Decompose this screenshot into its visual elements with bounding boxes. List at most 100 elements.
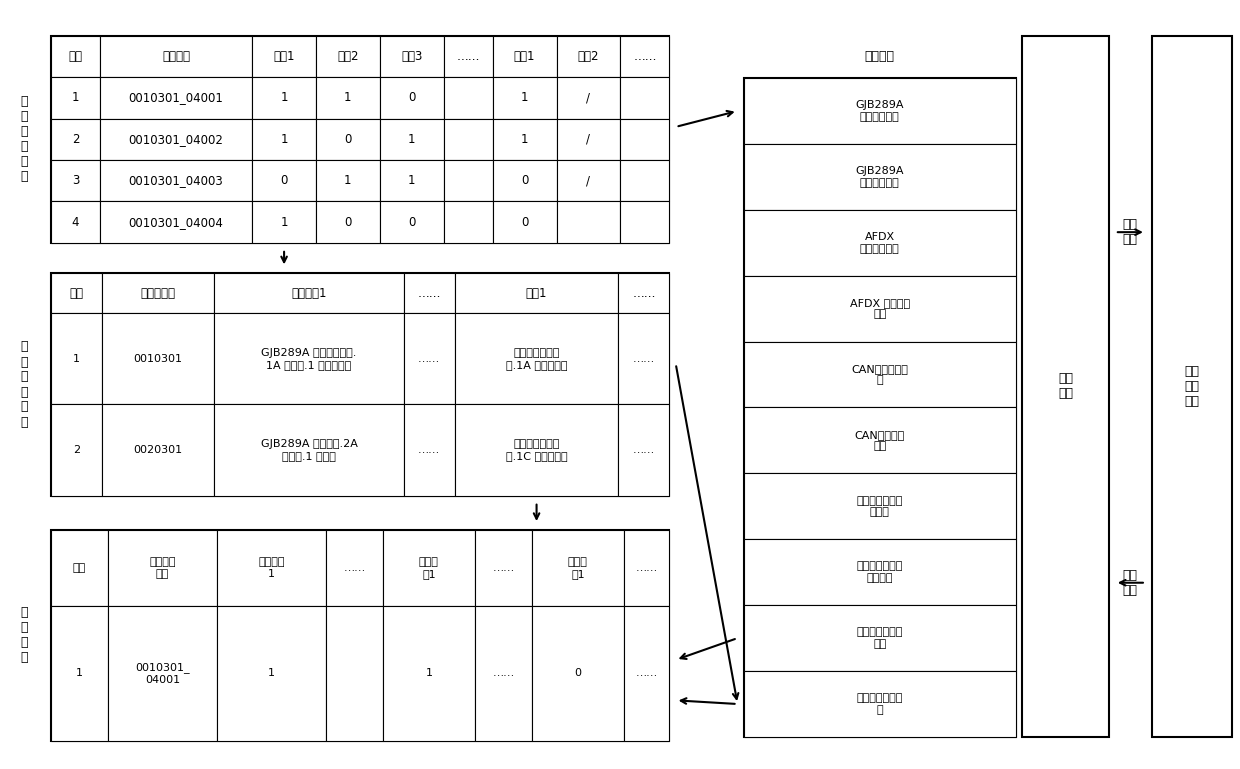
Text: 测试输入
1: 测试输入 1	[258, 558, 285, 579]
Bar	[379, 201, 444, 243]
Bar	[1152, 36, 1233, 737]
Text: ……: ……	[634, 50, 657, 63]
Text: 序号: 序号	[69, 287, 83, 300]
Text: 1: 1	[280, 133, 288, 146]
Text: 4: 4	[72, 215, 79, 228]
Text: /: /	[587, 133, 590, 146]
Bar	[51, 274, 670, 495]
Bar	[557, 77, 620, 118]
Text: 测
试
数
据
文
件: 测 试 数 据 文 件	[20, 95, 27, 183]
Bar	[744, 671, 1016, 737]
Text: 0: 0	[280, 175, 288, 187]
Text: 1: 1	[425, 668, 433, 678]
Text: 0: 0	[345, 215, 352, 228]
Bar	[51, 160, 100, 201]
Bar	[316, 77, 379, 118]
Text: 1: 1	[76, 668, 83, 678]
Bar	[455, 404, 619, 495]
Text: 用例编号: 用例编号	[162, 50, 190, 63]
Bar	[532, 530, 624, 606]
Bar	[316, 160, 379, 201]
Text: 1: 1	[521, 133, 528, 146]
Bar	[557, 201, 620, 243]
Bar	[252, 160, 316, 201]
Bar	[102, 274, 215, 314]
Text: 事件数据发送数
据变量: 事件数据发送数 据变量	[857, 495, 903, 517]
Bar	[379, 160, 444, 201]
Text: ……: ……	[632, 287, 656, 300]
Text: AFDX 总线接收
变量: AFDX 总线接收 变量	[849, 298, 910, 319]
Text: 输出1: 输出1	[513, 50, 536, 63]
Text: 0: 0	[408, 92, 415, 105]
Text: 1: 1	[408, 133, 415, 146]
Text: CAN总线接收
变量: CAN总线接收 变量	[854, 430, 905, 451]
Bar	[444, 160, 492, 201]
Bar	[619, 314, 670, 404]
Text: 1: 1	[345, 175, 352, 187]
Text: 输入
数据: 输入 数据	[1123, 218, 1138, 246]
Text: 输入3: 输入3	[401, 50, 423, 63]
Bar	[619, 404, 670, 495]
Bar	[51, 274, 102, 314]
Bar	[252, 36, 316, 77]
Bar	[624, 606, 670, 741]
Text: 输出
数据: 输出 数据	[1123, 569, 1138, 597]
Text: 0010301_
04001: 0010301_ 04001	[135, 662, 190, 684]
Bar	[404, 314, 455, 404]
Bar	[215, 404, 404, 495]
Text: /: /	[587, 175, 590, 187]
Bar	[557, 160, 620, 201]
Bar	[620, 160, 670, 201]
Text: 控制输出接收变
量.1A 泵工作指令: 控制输出接收变 量.1A 泵工作指令	[506, 348, 568, 370]
Bar	[51, 118, 100, 160]
Bar	[252, 77, 316, 118]
Bar	[316, 118, 379, 160]
Text: 测试用例
编号: 测试用例 编号	[149, 558, 176, 579]
Text: 输出2: 输出2	[578, 50, 599, 63]
Text: 控制输出接收变
量.1C 泵工作指令: 控制输出接收变 量.1C 泵工作指令	[506, 439, 568, 461]
Text: 实际输
出1: 实际输 出1	[568, 558, 588, 579]
Text: 0010301: 0010301	[134, 354, 182, 364]
Bar	[444, 77, 492, 118]
Text: 0: 0	[521, 215, 528, 228]
Text: GJB289A
总线接收变量: GJB289A 总线接收变量	[856, 166, 904, 188]
Bar	[492, 201, 557, 243]
Bar	[326, 606, 383, 741]
Text: ……: ……	[418, 445, 440, 455]
Bar	[379, 36, 444, 77]
Bar	[624, 530, 670, 606]
Bar	[51, 36, 100, 77]
Text: 1: 1	[280, 92, 288, 105]
Bar	[383, 530, 475, 606]
Bar	[620, 118, 670, 160]
Bar	[455, 314, 619, 404]
Bar	[379, 118, 444, 160]
Bar	[326, 530, 383, 606]
Bar	[444, 201, 492, 243]
Text: ……: ……	[492, 668, 515, 678]
Bar	[744, 605, 1016, 671]
Bar	[252, 118, 316, 160]
Text: GJB289A 总线发送.2A
数据包.1 号低压: GJB289A 总线发送.2A 数据包.1 号低压	[260, 439, 357, 461]
Bar	[51, 314, 102, 404]
Bar	[744, 276, 1016, 341]
Bar	[492, 118, 557, 160]
Bar	[744, 408, 1016, 474]
Text: ……: ……	[632, 445, 655, 455]
Text: 0010301_04003: 0010301_04003	[129, 175, 223, 187]
Text: 输入数据1: 输入数据1	[291, 287, 327, 300]
Text: 0020301: 0020301	[134, 445, 182, 455]
Bar	[217, 606, 326, 741]
Bar	[100, 118, 252, 160]
Bar	[102, 404, 215, 495]
Text: GJB289A 总线发送变量.
1A 数据包.1 号壳体超温: GJB289A 总线发送变量. 1A 数据包.1 号壳体超温	[262, 348, 357, 370]
Text: ……: ……	[456, 50, 480, 63]
Bar	[51, 201, 100, 243]
Text: 1: 1	[73, 354, 79, 364]
Text: 2: 2	[73, 445, 81, 455]
Bar	[744, 341, 1016, 408]
Bar	[51, 36, 670, 243]
Bar	[532, 606, 624, 741]
Bar	[557, 118, 620, 160]
Bar	[744, 210, 1016, 276]
